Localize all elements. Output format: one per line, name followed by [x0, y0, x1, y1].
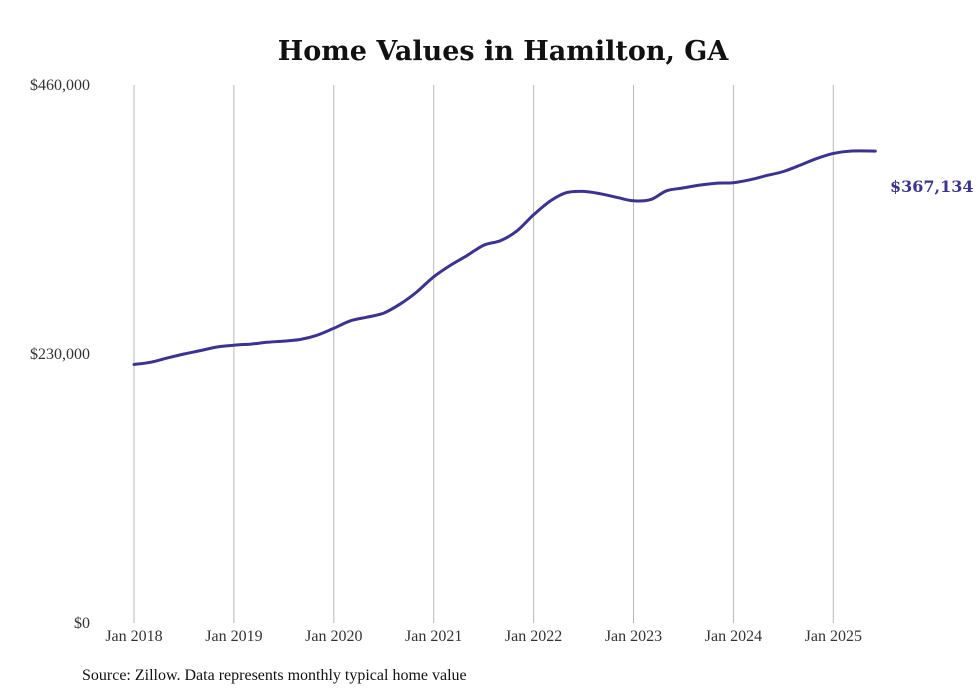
series-line-0 [132, 149, 877, 366]
data-point [166, 357, 168, 359]
data-point [600, 193, 602, 195]
y-tick-label: $230,000 [30, 346, 90, 363]
data-point [316, 334, 318, 336]
data-point [666, 190, 668, 192]
data-point [699, 184, 701, 186]
x-tick-label: Jan 2022 [505, 628, 562, 645]
data-point [433, 276, 435, 278]
y-tick-label: $0 [74, 615, 90, 632]
x-tick-label: Jan 2023 [605, 628, 662, 645]
series-layer [132, 149, 877, 366]
data-point [400, 303, 402, 305]
data-point [815, 158, 817, 160]
data-point [300, 338, 302, 340]
data-point [483, 244, 485, 246]
data-point [874, 150, 876, 152]
x-tick-label: Jan 2018 [105, 628, 162, 645]
x-tick-label: Jan 2020 [305, 628, 362, 645]
x-tick-label: Jan 2019 [205, 628, 262, 645]
data-point [782, 171, 784, 173]
data-point [533, 214, 535, 216]
data-point [633, 200, 635, 202]
data-point [566, 192, 568, 194]
source-note: Source: Zillow. Data represents monthly … [82, 667, 467, 684]
data-point [849, 150, 851, 152]
x-tick-label: Jan 2025 [805, 628, 862, 645]
data-point [266, 341, 268, 343]
data-point [550, 200, 552, 202]
data-point [283, 340, 285, 342]
data-point [200, 350, 202, 352]
x-tick-label: Jan 2021 [405, 628, 462, 645]
data-point [450, 264, 452, 266]
x-axis: Jan 2018 Jan 2019 Jan 2020 Jan 2021 Jan 2022… [105, 628, 862, 645]
data-point [516, 230, 518, 232]
y-axis: $0 $230,000 $460,000 [30, 77, 90, 632]
data-point [366, 316, 368, 318]
data-point [765, 175, 767, 177]
end-value-label: $367,134 [890, 177, 974, 196]
data-point [183, 353, 185, 355]
data-point [683, 187, 685, 189]
data-point [150, 361, 152, 363]
data-point [732, 182, 734, 184]
data-point [500, 240, 502, 242]
data-point [416, 291, 418, 293]
data-point [383, 312, 385, 314]
data-point [650, 199, 652, 201]
x-tick-label: Jan 2024 [705, 628, 762, 645]
data-point [133, 364, 135, 366]
data-point [466, 255, 468, 257]
data-point [233, 344, 235, 346]
data-point [715, 182, 717, 184]
data-point [216, 346, 218, 348]
data-point [583, 190, 585, 192]
data-point [350, 320, 352, 322]
data-point [832, 152, 834, 154]
gridlines [133, 85, 834, 623]
data-point [749, 179, 751, 181]
data-point [333, 327, 335, 329]
data-point [250, 343, 252, 345]
data-point [799, 164, 801, 166]
data-point [616, 196, 618, 198]
chart-title: Home Values in Hamilton, GA [278, 36, 730, 67]
y-tick-label: $460,000 [30, 77, 90, 94]
